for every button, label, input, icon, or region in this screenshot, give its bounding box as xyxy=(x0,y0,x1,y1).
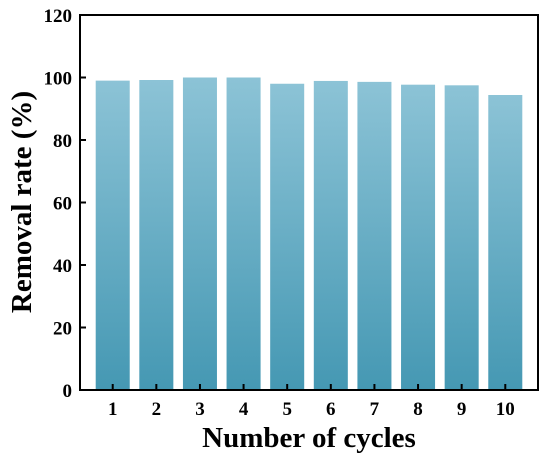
x-tick-label: 5 xyxy=(282,399,292,420)
x-tick-label: 2 xyxy=(152,399,162,420)
x-tick-label: 3 xyxy=(195,399,205,420)
y-tick-label: 60 xyxy=(53,194,72,215)
bar-cycle-9 xyxy=(444,85,479,390)
bar-cycle-6 xyxy=(313,80,348,390)
y-tick-label: 80 xyxy=(53,131,72,152)
y-axis-title: Removal rate (%) xyxy=(6,91,38,313)
x-axis-ticks: 1 2 3 4 5 6 7 8 9 10 xyxy=(108,384,515,420)
y-tick-label: 40 xyxy=(53,256,72,277)
bar-cycle-10 xyxy=(488,95,523,390)
bar-cycle-4 xyxy=(226,77,261,390)
y-tick-label: 0 xyxy=(63,381,73,402)
bar-cycle-1 xyxy=(95,80,130,390)
x-axis-title: Number of cycles xyxy=(202,422,416,454)
bars-group xyxy=(95,77,523,390)
y-axis-ticks: 0 20 40 60 80 100 120 xyxy=(44,6,86,402)
x-tick-label: 7 xyxy=(370,399,380,420)
bar-cycle-3 xyxy=(182,77,217,390)
y-tick-label: 120 xyxy=(44,6,73,27)
x-tick-label: 6 xyxy=(326,399,336,420)
bar-cycle-2 xyxy=(139,80,174,390)
x-tick-label: 1 xyxy=(108,399,118,420)
bar-cycle-5 xyxy=(270,83,305,390)
x-tick-label: 9 xyxy=(457,399,467,420)
y-tick-label: 20 xyxy=(53,319,72,340)
x-tick-label: 10 xyxy=(496,399,515,420)
bar-cycle-8 xyxy=(401,84,436,390)
y-tick-label: 100 xyxy=(44,69,73,90)
x-tick-label: 4 xyxy=(239,399,249,420)
x-tick-label: 8 xyxy=(413,399,423,420)
bar-cycle-7 xyxy=(357,81,392,390)
